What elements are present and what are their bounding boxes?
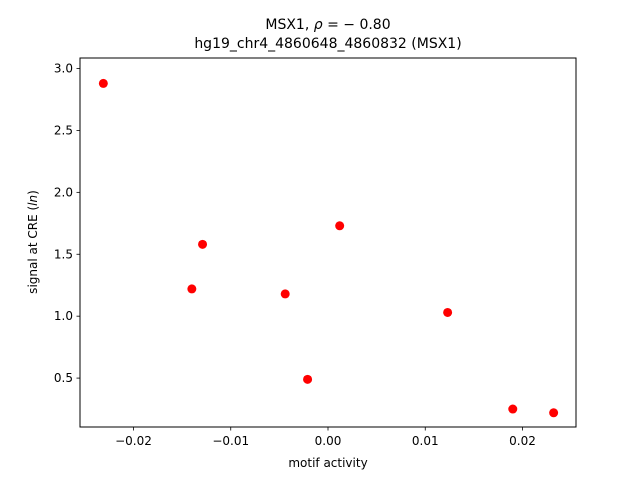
x-axis-label: motif activity [288, 456, 367, 470]
x-tick-label: 0.01 [412, 434, 439, 448]
data-point [98, 78, 108, 88]
data-point [303, 374, 313, 384]
x-tick-label: −0.02 [115, 434, 152, 448]
x-tick-label: 0.00 [315, 434, 342, 448]
y-tick-label: 3.0 [54, 62, 73, 76]
plot-area-frame [79, 57, 577, 428]
x-tick-label: −0.01 [212, 434, 249, 448]
data-points [98, 78, 559, 418]
data-point [335, 221, 345, 231]
x-tick-label: 0.02 [509, 434, 536, 448]
y-tick-label: 1.0 [54, 309, 73, 323]
y-tick-label: 2.5 [54, 123, 73, 137]
data-point [443, 307, 453, 317]
data-point [198, 239, 208, 249]
chart-title-line2: hg19_chr4_4860648_4860832 (MSX1) [194, 36, 461, 52]
data-point [187, 284, 197, 294]
chart-title-line1: MSX1, ρ = − 0.80 [265, 17, 390, 33]
axis-ticks: −0.02 −0.01 0.00 0.01 0.02 0.5 1.0 1.5 2.0 2.5 3.0 [54, 62, 536, 448]
data-point [549, 408, 559, 418]
y-axis-label: signal at CRE (ln) [26, 190, 40, 294]
y-tick-label: 0.5 [54, 371, 73, 385]
y-tick-label: 1.5 [54, 247, 73, 261]
data-point [280, 289, 290, 299]
data-point [508, 404, 518, 414]
y-tick-label: 2.0 [54, 185, 73, 199]
